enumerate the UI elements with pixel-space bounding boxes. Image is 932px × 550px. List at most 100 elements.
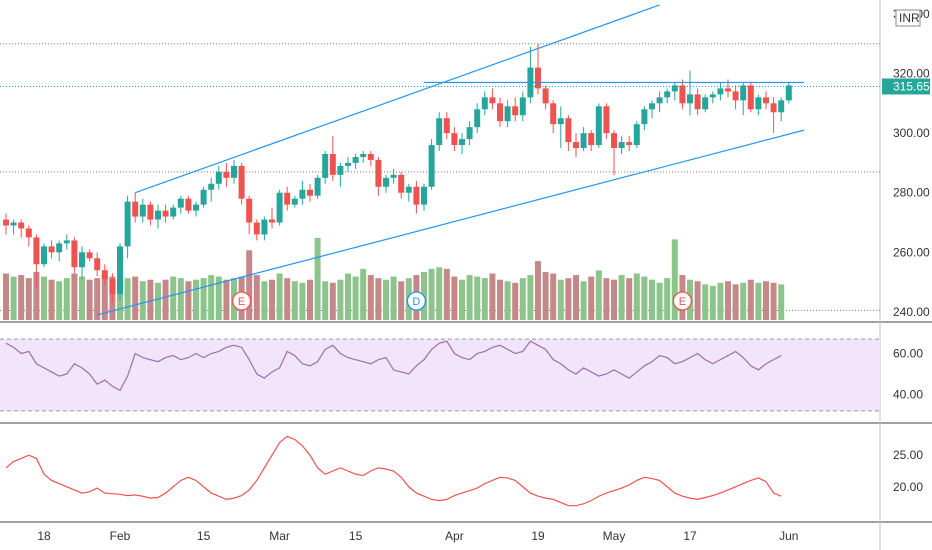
candle-body — [3, 219, 9, 226]
time-tick-label: Apr — [445, 529, 464, 543]
volume-bar — [276, 273, 283, 320]
candle-body — [147, 204, 154, 220]
time-tick-label: Feb — [110, 529, 131, 543]
candle-body — [557, 118, 564, 125]
candle-body — [702, 97, 709, 110]
price-axis: 340.00 320.00 300.00 280.00 260.00 240.0… — [882, 7, 930, 494]
volume-bar — [770, 282, 777, 320]
volume-bar — [481, 278, 488, 320]
volume-bar — [10, 276, 17, 320]
candle-body — [360, 153, 367, 157]
volume-bar — [208, 275, 215, 320]
candle-body — [405, 186, 412, 193]
volume-bar — [139, 281, 146, 320]
time-tick-label: 18 — [37, 529, 51, 543]
candle-body — [413, 186, 420, 205]
time-tick-label: Jun — [779, 529, 798, 543]
volume-bar — [755, 282, 762, 320]
candle-body — [725, 88, 731, 92]
candle-body — [512, 106, 519, 116]
candle-body — [79, 252, 85, 268]
candle-body — [611, 133, 617, 149]
candle-body — [86, 252, 93, 259]
volume-bar — [390, 276, 397, 320]
volume-bar — [383, 279, 389, 320]
channel-lower-line — [97, 129, 805, 316]
candle-body — [170, 207, 177, 217]
volume-bar — [504, 281, 511, 320]
volume-bar — [329, 282, 336, 320]
trend-lines — [97, 4, 805, 316]
currency-badge[interactable] — [895, 9, 921, 27]
volume-bar — [763, 281, 769, 320]
volume-bar — [398, 281, 405, 320]
volume-bar — [747, 279, 754, 320]
volume-bar — [725, 281, 731, 320]
candle-body — [367, 153, 374, 160]
volume-bar — [626, 278, 633, 320]
volume-bar — [86, 279, 93, 320]
volume-bar — [94, 278, 101, 320]
adx-panel — [5, 435, 782, 507]
candle-body — [497, 103, 503, 122]
volume-bar — [709, 285, 716, 320]
volume-bar — [459, 279, 465, 320]
candle-body — [489, 97, 496, 104]
candle-body — [618, 142, 625, 149]
price-tick-label: 260.00 — [893, 245, 930, 259]
volume-bar — [155, 282, 161, 320]
event-marker[interactable] — [406, 291, 427, 311]
candle-body — [573, 142, 579, 149]
time-tick-label: Mar — [269, 529, 290, 543]
adx-tick-label: 20.00 — [893, 480, 923, 494]
volume-bar — [565, 278, 572, 320]
volume-bar — [550, 273, 557, 320]
candle-body — [101, 270, 108, 280]
volume-bar — [147, 279, 154, 320]
volume-bar — [299, 282, 306, 320]
candle-body — [565, 118, 572, 143]
event-marker[interactable] — [231, 291, 252, 311]
event-marker[interactable] — [672, 291, 693, 311]
volume-bar — [512, 282, 519, 320]
candle-body — [474, 109, 481, 128]
candle-body — [641, 109, 648, 125]
volume-bar — [497, 279, 503, 320]
volume-bar — [664, 278, 671, 320]
volume-bar — [284, 278, 291, 320]
price-tick-label: 280.00 — [893, 186, 930, 200]
candle-body — [307, 189, 313, 196]
volume-bar — [367, 275, 374, 320]
volume-bar — [428, 268, 435, 320]
candle-body — [193, 204, 199, 211]
volume-bar — [618, 275, 625, 320]
event-marker-label: E — [238, 296, 245, 308]
currency-label: INR — [899, 11, 920, 25]
candle-body — [785, 85, 792, 101]
volume-bar — [702, 284, 709, 320]
candle-body — [253, 222, 260, 235]
volume-bar — [603, 278, 610, 320]
time-tick-label: May — [603, 529, 626, 543]
volume-bar — [732, 284, 739, 320]
candle-body — [398, 174, 405, 193]
candle-body — [664, 91, 671, 98]
candle-body — [155, 210, 161, 220]
candle-body — [299, 189, 306, 199]
candle-body — [466, 127, 473, 140]
volume-bar — [778, 284, 785, 320]
volume-bar — [314, 237, 321, 320]
volume-bar — [519, 278, 526, 320]
candle-body — [10, 222, 17, 226]
candle-body — [459, 139, 465, 146]
candle-body — [671, 85, 678, 92]
volume-bar — [717, 282, 724, 320]
volume-bar — [71, 273, 78, 320]
candle-body — [740, 85, 747, 101]
candle-body — [451, 133, 458, 146]
candle-body — [633, 124, 640, 146]
volume-bar — [18, 275, 25, 320]
